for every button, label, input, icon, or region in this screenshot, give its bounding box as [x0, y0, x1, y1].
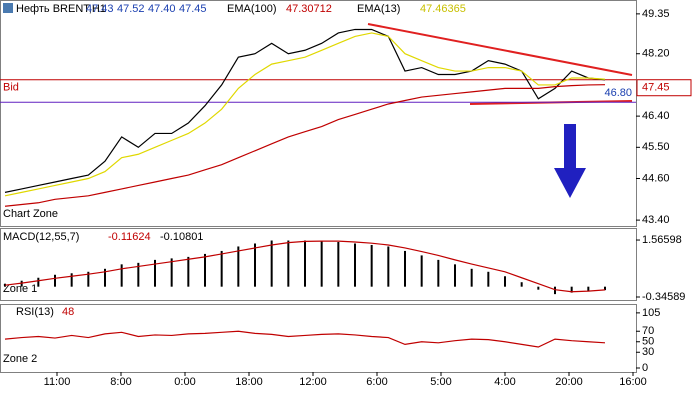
indicator-name: MACD(12,55,7): [3, 231, 79, 243]
y-tick-label: 45.50: [642, 141, 670, 153]
close: 47.45: [179, 3, 207, 15]
histogram-bar: [270, 240, 273, 287]
histogram-bar: [170, 258, 173, 287]
series-line: [4, 330, 606, 348]
zone-label: Zone 1: [3, 283, 37, 295]
histogram-bar: [370, 244, 373, 287]
histogram-bar: [204, 253, 206, 287]
bid-label: Bid: [3, 82, 19, 94]
histogram-bar: [187, 256, 190, 287]
indicator-value: -0.11624: [108, 231, 151, 243]
y-tick-label: 30: [642, 346, 654, 358]
y-tick-label: 46.40: [642, 110, 670, 122]
x-tick-label: 8:00: [110, 376, 131, 388]
histogram-bar: [320, 240, 323, 287]
histogram-bar: [604, 286, 606, 291]
series-line: [4, 84, 606, 207]
x-tick-label: 5:00: [430, 376, 451, 388]
x-tick-label: 20:00: [555, 376, 583, 388]
histogram-bar: [504, 276, 506, 287]
indicator-name: RSI(13): [16, 306, 54, 318]
x-tick-label: 4:00: [494, 376, 515, 388]
histogram-bar: [354, 243, 356, 287]
y-tick-label: 105: [642, 307, 660, 319]
macd-panel: [0, 228, 637, 301]
price-panel: [0, 0, 637, 227]
histogram-bar: [420, 255, 423, 287]
histogram-bar: [254, 243, 256, 287]
bid-box: [636, 79, 692, 97]
x-tick-label: 11:00: [44, 376, 71, 388]
histogram-bar: [487, 271, 490, 287]
histogram-bar: [54, 274, 56, 287]
symbol: Нефть BRENT,H1: [16, 3, 106, 15]
histogram-bar: [387, 246, 390, 287]
y-tick-label: 1.56598: [642, 234, 682, 246]
indicator-value: -0.10801: [160, 231, 203, 243]
legend-entry: EMA(13): [357, 3, 400, 15]
x-tick-label: 0:00: [174, 376, 195, 388]
y-tick-label: 48.20: [642, 48, 670, 60]
indicator-value: 48: [62, 306, 74, 318]
series-line: [4, 32, 606, 197]
histogram-bar: [137, 262, 140, 287]
histogram-bar: [4, 283, 6, 287]
x-tick-label: 6:00: [366, 376, 387, 388]
y-tick-label: -0.34589: [642, 291, 685, 303]
legend-entry: EMA(100): [227, 3, 277, 15]
x-tick-label: 12:00: [299, 376, 327, 388]
y-tick-label: 44.60: [642, 172, 670, 184]
histogram-bar: [554, 286, 556, 295]
y-tick-label: 50: [642, 336, 654, 348]
histogram-bar: [120, 264, 123, 287]
open: 47.43: [86, 3, 114, 15]
histogram-bar: [304, 240, 306, 287]
histogram-bar: [104, 268, 106, 287]
histogram-bar: [154, 259, 156, 287]
histogram-bar: [537, 286, 540, 290]
y-tick-label: 70: [642, 325, 654, 337]
low: 47.40: [148, 3, 176, 15]
histogram-bar: [87, 271, 90, 287]
header: Нефть BRENT,H1 47.43 47.52 47.40 47.45 E…: [3, 3, 466, 365]
legend-value: 47.30712: [286, 3, 332, 15]
histogram-bar: [220, 250, 223, 287]
histogram-bar: [37, 277, 40, 287]
series-line: [4, 28, 606, 193]
histogram-bar: [520, 282, 523, 287]
y-tick-label: 43.40: [642, 214, 670, 226]
histogram-bar: [587, 286, 590, 292]
histogram-bar: [404, 250, 406, 287]
series-line: [4, 240, 606, 293]
histogram-bar: [237, 246, 240, 287]
bid-value: 47.45: [642, 82, 670, 94]
zone-label: Chart Zone: [3, 208, 58, 220]
histogram-bar: [454, 264, 456, 287]
x-tick-label: 18:00: [235, 376, 263, 388]
histogram-bar: [570, 286, 573, 293]
icon: [3, 3, 13, 13]
y-tick-label: 0: [642, 362, 648, 374]
histogram-bar: [70, 273, 73, 287]
legend-value: 47.46365: [420, 3, 466, 15]
histogram-bar: [470, 268, 473, 287]
histogram-bar: [337, 242, 340, 287]
histogram-bar: [287, 240, 290, 287]
down-arrow: [554, 124, 586, 198]
trend-line: [367, 23, 633, 76]
high: 47.52: [117, 3, 145, 15]
zone-label: Zone 2: [3, 353, 37, 365]
level-label: 46.80: [604, 87, 632, 99]
y-tick-label: 49.35: [642, 8, 670, 20]
histogram-bar: [437, 259, 440, 287]
rsi-panel: [0, 304, 637, 373]
x-tick-label: 16:00: [619, 376, 647, 388]
